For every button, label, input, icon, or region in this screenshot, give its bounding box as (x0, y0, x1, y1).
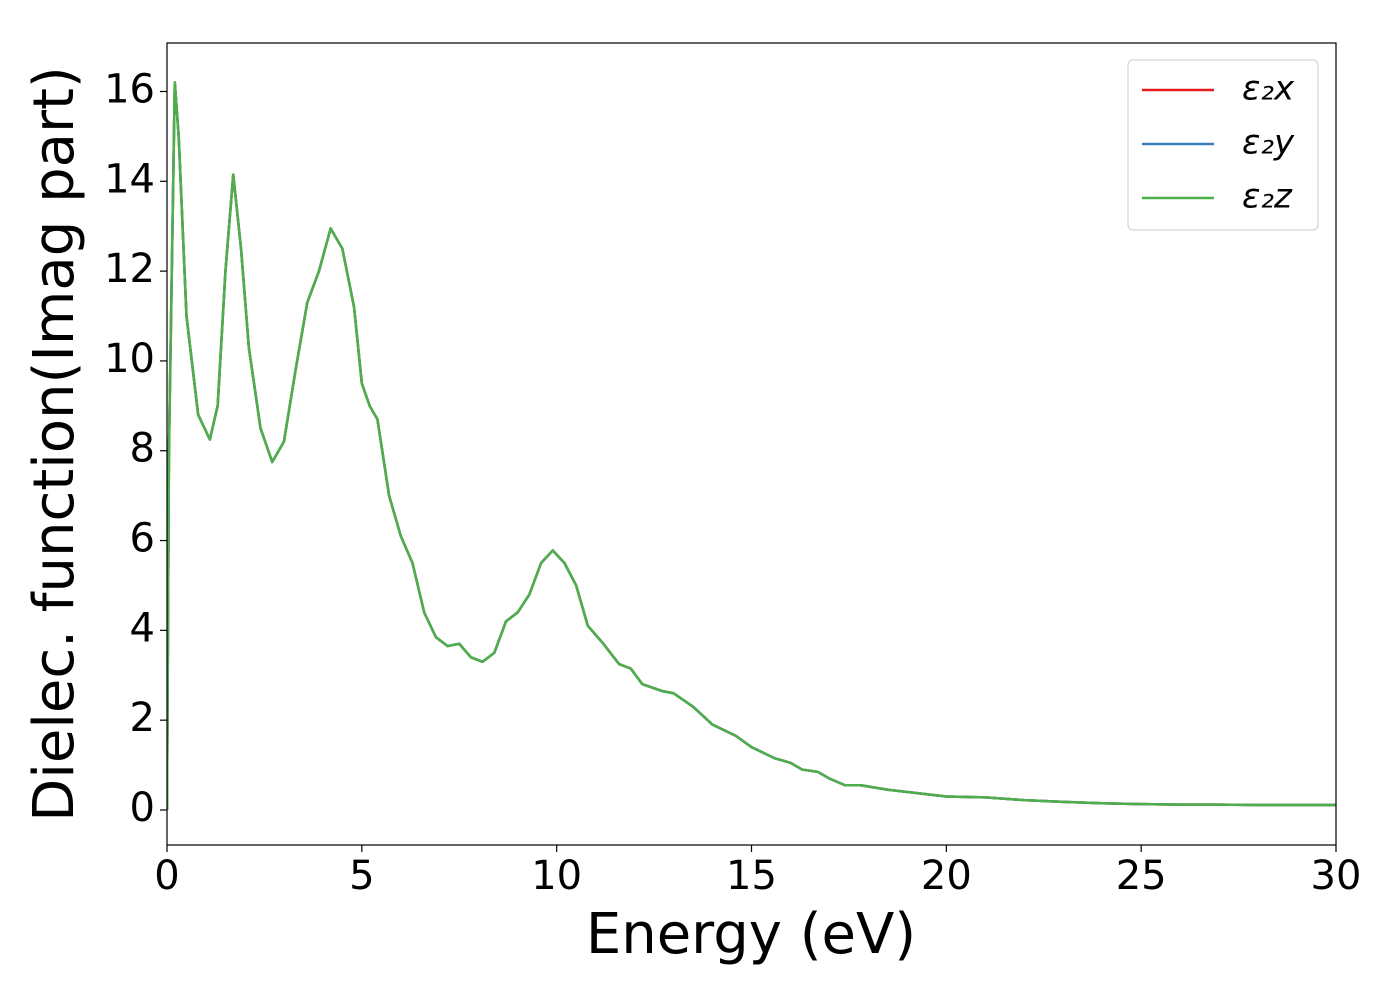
y-tick-label: 2 (130, 695, 155, 741)
plot-frame (166, 42, 1337, 846)
x-tick-label: 30 (1311, 853, 1362, 899)
x-tick-label: 10 (531, 853, 582, 899)
y-tick-label: 14 (104, 156, 155, 202)
y-tick-label: 0 (130, 785, 155, 831)
x-tick-label: 20 (921, 853, 972, 899)
x-axis-label: Energy (eV) (586, 902, 916, 967)
series-line (167, 81, 1336, 810)
y-tick-label: 8 (130, 426, 155, 472)
y-tick-label: 12 (104, 246, 155, 292)
y-tick-label: 4 (130, 605, 155, 651)
y-tick-label: 16 (104, 66, 155, 112)
legend-box (1127, 59, 1319, 231)
x-tick-label: 0 (154, 853, 179, 899)
y-tick-label: 6 (130, 516, 155, 562)
legend-label: ε₂x (1242, 69, 1295, 109)
y-tick-label: 10 (104, 336, 155, 382)
legend-label: ε₂y (1242, 123, 1295, 163)
legend-label: ε₂z (1242, 177, 1293, 217)
y-axis-label: Dielec. function(Imag part) (22, 66, 87, 822)
x-tick-label: 5 (349, 853, 374, 899)
x-tick-label: 25 (1116, 853, 1167, 899)
x-tick-label: 15 (726, 853, 777, 899)
